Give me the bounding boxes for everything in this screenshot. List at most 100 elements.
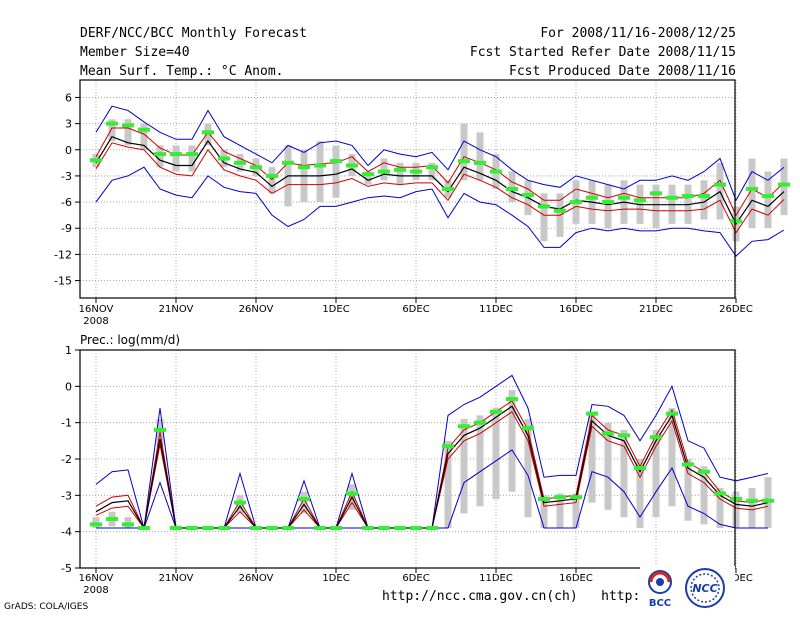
ncc-url-link[interactable]: http://ncc.cma.gov.cn(ch) (382, 589, 578, 604)
temp-spread-box (316, 141, 324, 203)
prec-median-marker (154, 427, 166, 432)
prec-ytick-label: -1 (61, 417, 72, 430)
temp-median-marker (138, 127, 150, 132)
prec-median-marker (634, 466, 646, 471)
prec-median-marker (618, 433, 630, 438)
prec-median-marker (250, 526, 262, 531)
temp-median-marker (234, 160, 246, 165)
precipitation-title: Prec.: log(mm/d) (80, 333, 180, 347)
prec-spread-box (492, 408, 500, 499)
prec-median-marker (442, 444, 454, 449)
variable-label: Mean Surf. Temp.: °C Anom. (80, 64, 284, 79)
temp-median-marker (426, 165, 438, 170)
temp-spread-box (428, 162, 436, 181)
temp-median-marker (602, 200, 614, 205)
temp-ytick-label: -3 (61, 170, 72, 183)
temp-median-marker (378, 169, 390, 174)
temp-spread-box (460, 123, 468, 181)
prec-median-marker (330, 526, 342, 531)
prec-spread-box (700, 466, 708, 525)
temp-spread-box (540, 193, 548, 242)
temp-median-marker (362, 172, 374, 177)
prec-spread-box (652, 429, 660, 518)
temp-median-marker (634, 198, 646, 203)
temp-spread-box (188, 145, 196, 172)
temp-median-marker (170, 152, 182, 157)
precipitation-panel: 1 0 -1 -2 -3 -4 -5 16NOV 21NOV 26NOV 1DEC 6DEC 11DEC… (61, 344, 774, 596)
fcst-started-date: Fcst Started Refer Date 2008/11/15 (469, 45, 736, 60)
temp-spread-box (476, 132, 484, 181)
temp-spread-box (140, 123, 148, 150)
temp-frame (79, 79, 736, 299)
member-size: Member Size=40 (80, 45, 190, 60)
temp-median-marker (650, 191, 662, 196)
prec-spread-box (668, 408, 676, 507)
prec-median-marker (266, 526, 278, 531)
prec-xtick-label: 1DEC (322, 573, 349, 584)
temp-ytick-label: -15 (54, 275, 72, 288)
temp-median-marker (218, 156, 230, 161)
temp-spread-box (172, 145, 180, 172)
grads-credit: GrADS: COLA/IGES (4, 602, 89, 612)
prec-spread-box (604, 422, 612, 510)
temp-median-marker (442, 187, 454, 191)
prec-spread-box (540, 495, 548, 529)
forecast-title: DERF/NCC/BCC Monthly Forecast (80, 26, 307, 41)
ncc-logo: NCC (685, 568, 725, 608)
prec-spread-box (732, 491, 740, 529)
temp-lower-line (95, 142, 785, 234)
temp-xtick-label: 16NOV (79, 304, 114, 315)
prec-spread-box (636, 459, 644, 529)
temp-median-marker (506, 187, 518, 191)
temp-ytick-label: 0 (65, 144, 72, 157)
prec-xtick-label: 21NOV (159, 573, 194, 584)
prec-median-marker (682, 462, 694, 467)
temp-xtick-label: 6DEC (402, 304, 429, 315)
temp-spread-box (364, 171, 372, 185)
prec-min-line (96, 449, 768, 529)
prec-spread-box (748, 488, 756, 529)
temp-median-marker (522, 193, 534, 198)
prec-spread-box (572, 493, 580, 529)
temp-spread-box (508, 171, 516, 203)
prec-median-marker (554, 495, 566, 500)
temp-median-marker (282, 160, 294, 165)
prec-xtick-label: 16NOV (79, 573, 114, 584)
temp-median-marker (314, 163, 326, 168)
prec-median-marker (698, 469, 710, 474)
prec-median-marker (122, 522, 134, 527)
temp-max-line (95, 105, 785, 202)
prec-median-marker (234, 500, 246, 505)
prec-spread-box (444, 440, 452, 529)
header-right: For 2008/11/16-2008/12/25 Fcst Started Re… (470, 24, 736, 81)
temp-spread-box (380, 158, 388, 181)
prec-ytick-label: -5 (61, 562, 72, 575)
temp-ytick-label: -6 (61, 196, 72, 209)
prec-spread-box (556, 493, 564, 529)
temperature-panel: 6 3 0 -3 -6 -9 -12 -15 16NOV 21NOV 26NOV 1DEC 6DEC 11… (54, 79, 790, 327)
prec-median-marker (458, 424, 470, 429)
temp-spread-box (700, 180, 708, 220)
temp-median-marker (714, 182, 726, 187)
prec-median-marker (570, 495, 582, 500)
temp-xtick-label: 11DEC (479, 304, 513, 315)
temp-spread-box (124, 119, 132, 146)
prec-median-marker (762, 498, 774, 503)
temp-median-marker (250, 165, 262, 170)
prec-median-marker (138, 526, 150, 531)
temp-median-marker (666, 195, 678, 200)
temp-median-marker (394, 167, 406, 172)
temp-median-marker (154, 152, 166, 157)
prec-spread-box (620, 429, 628, 518)
temp-median-marker (586, 195, 598, 200)
prec-upper-line (95, 400, 769, 530)
header-left: DERF/NCC/BCC Monthly Forecast Member Size… (80, 24, 307, 81)
prec-median-marker (314, 526, 326, 531)
temp-spread-box (652, 184, 660, 229)
prec-median-marker (346, 491, 358, 496)
temp-median-marker (554, 208, 566, 213)
temp-median-marker (474, 160, 486, 165)
temp-xtick-label: 16DEC (559, 304, 593, 315)
temp-mean-line (95, 135, 785, 226)
prec-year-label: 2008 (83, 585, 108, 596)
